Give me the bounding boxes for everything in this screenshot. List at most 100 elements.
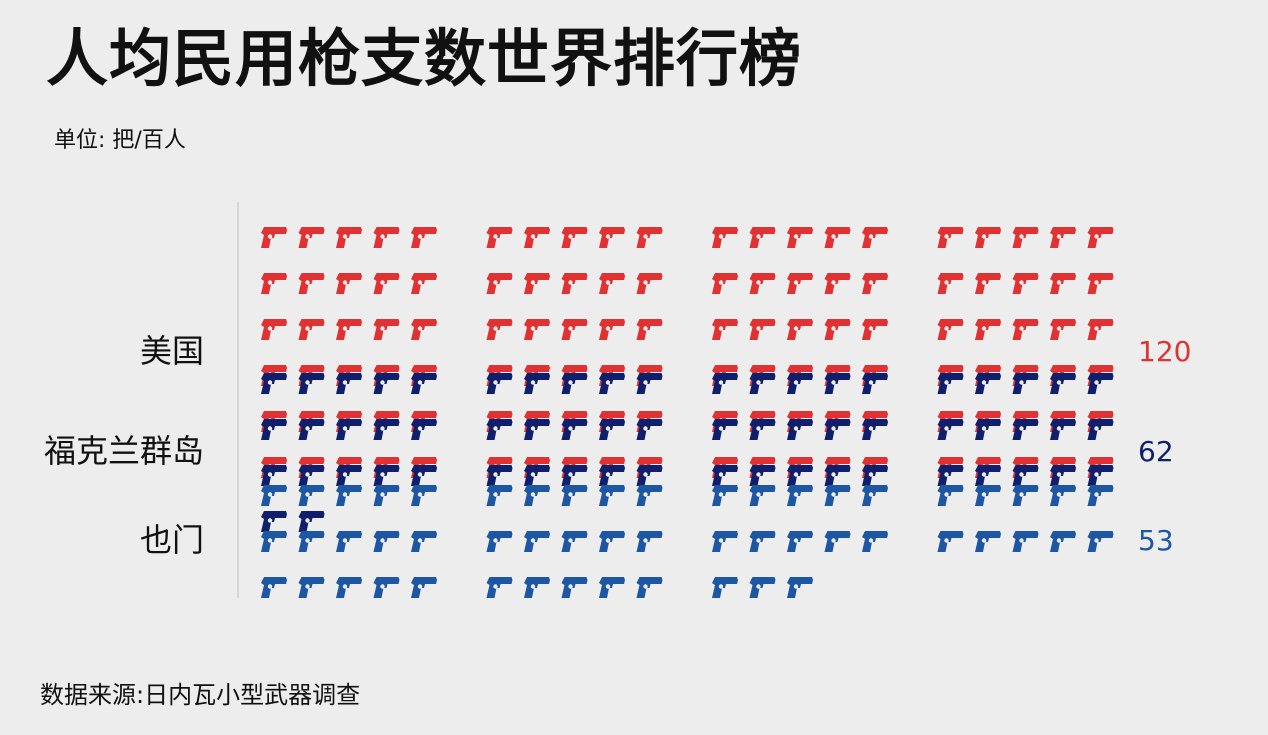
pistol-icon bbox=[261, 373, 287, 394]
pistol-trigger-guard-mark bbox=[267, 280, 273, 285]
pistol-icon bbox=[486, 485, 513, 506]
pistol-icon bbox=[862, 273, 888, 294]
pistol-icon bbox=[749, 419, 776, 440]
pistol-trigger-guard-mark bbox=[756, 472, 761, 477]
pistol-icon bbox=[261, 577, 287, 598]
pistol-trigger-guard-mark bbox=[868, 380, 874, 385]
pistol-trigger-guard-mark bbox=[944, 380, 949, 385]
pistol-icon bbox=[1087, 319, 1114, 340]
pistol-trigger-guard-mark bbox=[944, 492, 949, 497]
pistol-icon bbox=[486, 273, 513, 294]
pistol-icon bbox=[1087, 419, 1114, 440]
pistol-trigger-guard-mark bbox=[1094, 472, 1099, 477]
pistol-trigger-guard-mark bbox=[267, 492, 273, 497]
pistol-icon bbox=[824, 227, 851, 248]
pistol-trigger-guard-mark bbox=[718, 380, 724, 385]
pistol-trigger-guard-mark bbox=[793, 280, 799, 285]
pistol-trigger-guard-mark bbox=[868, 492, 874, 497]
pistol-icon bbox=[1012, 485, 1039, 506]
pistol-trigger-guard-mark bbox=[305, 380, 310, 385]
pistol-icon bbox=[336, 531, 362, 552]
pistol-trigger-guard-mark bbox=[793, 234, 799, 239]
pistol-trigger-guard-mark bbox=[568, 326, 573, 331]
pistol-trigger-guard-mark bbox=[342, 472, 348, 477]
pistol-trigger-guard-mark bbox=[868, 426, 874, 431]
pistol-trigger-guard-mark bbox=[718, 472, 724, 477]
pistol-icon bbox=[1050, 465, 1076, 486]
pistol-icon bbox=[749, 531, 776, 552]
pistol-icon bbox=[749, 273, 776, 294]
pistol-icon bbox=[712, 419, 738, 440]
pistol-icon bbox=[411, 227, 437, 248]
pistol-trigger-guard-mark bbox=[417, 492, 423, 497]
pistol-trigger-guard-mark bbox=[756, 492, 761, 497]
pistol-trigger-guard-mark bbox=[305, 538, 310, 543]
pistol-icon bbox=[486, 531, 513, 552]
pistol-trigger-guard-mark bbox=[380, 380, 385, 385]
pistol-trigger-guard-mark bbox=[305, 280, 310, 285]
pistol-icon bbox=[636, 419, 663, 440]
pistol-icon bbox=[1087, 465, 1114, 486]
pistol-icon bbox=[411, 273, 437, 294]
pistol-icon bbox=[787, 419, 813, 440]
pistol-icon bbox=[336, 373, 362, 394]
pistol-trigger-guard-mark bbox=[1056, 234, 1062, 239]
pistol-icon bbox=[636, 273, 663, 294]
pistol-icon bbox=[298, 373, 325, 394]
icon-marks bbox=[261, 227, 1114, 598]
pistol-trigger-guard-mark bbox=[417, 426, 423, 431]
pistol-icon bbox=[1087, 227, 1114, 248]
value-label: 62 bbox=[1138, 435, 1174, 468]
pistol-trigger-guard-mark bbox=[417, 280, 423, 285]
pistol-icon bbox=[561, 465, 588, 486]
pistol-icon bbox=[937, 531, 964, 552]
pistol-trigger-guard-mark bbox=[718, 584, 724, 589]
pistol-trigger-guard-mark bbox=[831, 426, 836, 431]
pistol-trigger-guard-mark bbox=[718, 234, 724, 239]
pistol-trigger-guard-mark bbox=[305, 426, 310, 431]
pistol-trigger-guard-mark bbox=[981, 492, 987, 497]
pistol-icon bbox=[524, 319, 550, 340]
pistol-icon bbox=[373, 577, 400, 598]
pistol-icon bbox=[561, 319, 588, 340]
pistol-icon bbox=[298, 485, 325, 506]
pistol-icon bbox=[975, 273, 1001, 294]
pistol-icon bbox=[862, 485, 888, 506]
pistol-trigger-guard-mark bbox=[605, 426, 611, 431]
pistol-trigger-guard-mark bbox=[643, 234, 648, 239]
pistol-trigger-guard-mark bbox=[756, 280, 761, 285]
pistol-icon bbox=[261, 273, 287, 294]
pistol-trigger-guard-mark bbox=[868, 538, 874, 543]
pistol-icon bbox=[561, 419, 588, 440]
pistol-trigger-guard-mark bbox=[417, 538, 423, 543]
pistol-icon bbox=[561, 373, 588, 394]
pistol-icon bbox=[486, 465, 513, 486]
pistol-icon bbox=[636, 319, 663, 340]
pistol-icon bbox=[298, 273, 325, 294]
pistol-trigger-guard-mark bbox=[493, 380, 498, 385]
pistol-trigger-guard-mark bbox=[868, 326, 874, 331]
pistol-icon bbox=[636, 531, 663, 552]
pistol-icon bbox=[599, 485, 625, 506]
pistol-trigger-guard-mark bbox=[530, 472, 536, 477]
pistol-trigger-guard-mark bbox=[793, 326, 799, 331]
pistol-icon bbox=[937, 373, 964, 394]
pistol-icon bbox=[824, 465, 851, 486]
pistol-icon bbox=[524, 531, 550, 552]
pistol-icon bbox=[411, 419, 437, 440]
pistol-trigger-guard-mark bbox=[305, 518, 310, 523]
pistol-icon bbox=[1050, 273, 1076, 294]
pistol-trigger-guard-mark bbox=[380, 492, 385, 497]
pistol-trigger-guard-mark bbox=[1094, 538, 1099, 543]
pistol-icon bbox=[1012, 319, 1039, 340]
pistol-trigger-guard-mark bbox=[267, 584, 273, 589]
pistol-icon bbox=[524, 419, 550, 440]
pistol-icon bbox=[636, 577, 663, 598]
pistol-icon bbox=[937, 465, 964, 486]
pistol-icon bbox=[749, 319, 776, 340]
pistol-icon bbox=[787, 465, 813, 486]
pistol-trigger-guard-mark bbox=[1019, 472, 1024, 477]
pistol-trigger-guard-mark bbox=[568, 538, 573, 543]
pistol-trigger-guard-mark bbox=[831, 380, 836, 385]
